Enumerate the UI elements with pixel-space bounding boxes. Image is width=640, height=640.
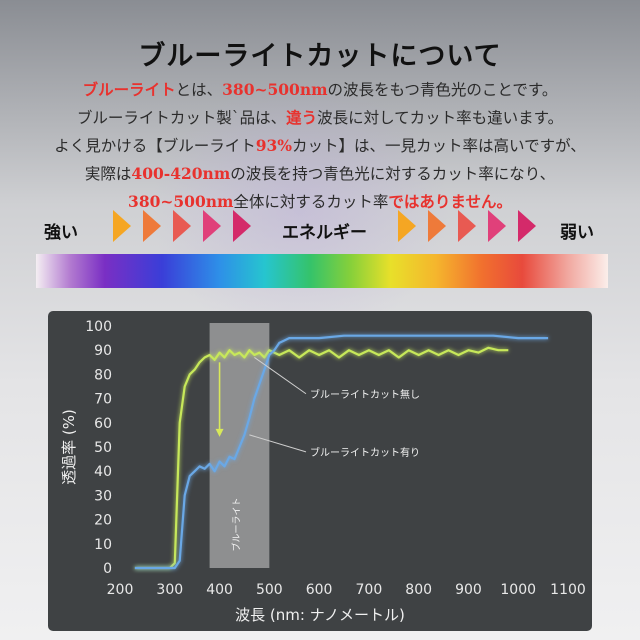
y-tick-label: 40 (94, 464, 112, 480)
energy-center-label: エネルギー (282, 223, 367, 243)
x-tick-label: 700 (356, 582, 383, 598)
y-axis-label: 透過率 (%) (60, 409, 78, 485)
line3-segment-2: カット】は、一見カット率は高いですが、 (292, 137, 586, 155)
chart-svg: ブルーライト 0 10 20 30 40 50 60 70 80 90 100 200 300 400 500… (60, 319, 586, 624)
annotation-leader-1 (249, 434, 307, 453)
energy-arrow-icon (113, 210, 131, 242)
y-tick-label: 20 (94, 513, 112, 529)
x-tick-label: 600 (306, 582, 333, 598)
y-tick-label: 80 (94, 367, 112, 383)
line1-segment-0: ブルーライト (82, 80, 176, 99)
line5-segment-1: 全体に対するカット率 (233, 193, 389, 211)
text-line-4: 実際は400-420nmの波長を持つ青色光に対するカット率になり、 (0, 160, 640, 188)
line4-segment-1: 400-420nm (131, 164, 231, 183)
text-line-5: 380~500nm全体に対するカット率ではありません。 (0, 188, 640, 216)
x-tick-label: 1100 (550, 582, 586, 598)
x-tick-label: 200 (107, 582, 134, 598)
line1-segment-1: とは、 (175, 81, 223, 99)
cut-arrow-head (215, 428, 224, 437)
y-tick-label: 50 (94, 440, 112, 456)
x-axis-label: 波長 (nm: ナノメートル) (235, 606, 405, 624)
x-tick-label: 1000 (500, 582, 536, 598)
line3-segment-1: 93% (255, 136, 293, 155)
x-tick-label: 800 (405, 582, 432, 598)
energy-arrow-icon (203, 210, 221, 242)
y-tick-label: 70 (94, 392, 112, 408)
line3-segment-0: よく見かける【ブルーライト (54, 137, 256, 155)
x-tick-label: 300 (156, 582, 183, 598)
line2-segment-2: 波長に対してカット率も違います。 (317, 109, 564, 127)
energy-arrow-icon (488, 210, 506, 242)
annotation-label-1: ブルーライトカット有り (310, 446, 420, 459)
energy-arrow-icon (428, 210, 446, 242)
energy-arrow-icon (398, 210, 416, 242)
y-tick-label: 90 (94, 343, 112, 359)
energy-strong-label: 強い (44, 223, 78, 243)
line2-segment-1: 違う (286, 108, 318, 127)
annotation-leader-0 (254, 357, 307, 395)
line4-segment-0: 実際は (84, 165, 132, 183)
energy-arrow-icon (143, 210, 161, 242)
line2-segment-0: ブルーライトカット製`品は、 (76, 109, 287, 127)
series-line-1 (134, 334, 549, 570)
energy-arrow-icon (173, 210, 191, 242)
y-tick-label: 30 (94, 488, 112, 504)
energy-arrow-icon (458, 210, 476, 242)
energy-weak-label: 弱い (560, 223, 594, 243)
x-tick-label: 900 (455, 582, 482, 598)
text-line-3: よく見かける【ブルーライト93%カット】は、一見カット率は高いですが、 (0, 132, 640, 160)
line1-segment-2: 380~500nm (222, 80, 328, 99)
energy-arrow-icon (518, 210, 536, 242)
line4-segment-2: の波長を持つ青色光に対するカット率になり、 (230, 165, 556, 183)
blue-light-band-label: ブルーライト (230, 497, 242, 551)
energy-arrow-icon (233, 210, 251, 242)
description-text: ブルーライトとは、380~500nmの波長をもつ青色光のことです。 ブルーライト… (0, 76, 640, 216)
y-tick-label: 60 (94, 416, 112, 432)
series-line-0 (134, 346, 509, 570)
x-tick-label: 500 (256, 582, 283, 598)
text-line-1: ブルーライトとは、380~500nmの波長をもつ青色光のことです。 (0, 76, 640, 104)
page-title: ブルーライトカットについて (138, 41, 502, 72)
y-tick-label: 10 (94, 537, 112, 553)
transmittance-chart: ブルーライト 0 10 20 30 40 50 60 70 80 90 100 200 300 400 500… (48, 311, 592, 631)
color-spectrum-bar (36, 254, 608, 288)
y-tick-label: 100 (85, 319, 112, 335)
y-tick-label: 0 (103, 561, 112, 577)
line1-segment-3: の波長をもつ青色光のことです。 (327, 81, 558, 99)
text-line-2: ブルーライトカット製`品は、違う波長に対してカット率も違います。 (0, 104, 640, 132)
line5-segment-0: 380~500nm (128, 192, 234, 211)
line5-segment-2: ではありません。 (388, 192, 512, 211)
x-tick-label: 400 (206, 582, 233, 598)
annotation-label-0: ブルーライトカット無し (310, 388, 420, 401)
energy-scale: 強い エネルギー 弱い (0, 205, 640, 253)
